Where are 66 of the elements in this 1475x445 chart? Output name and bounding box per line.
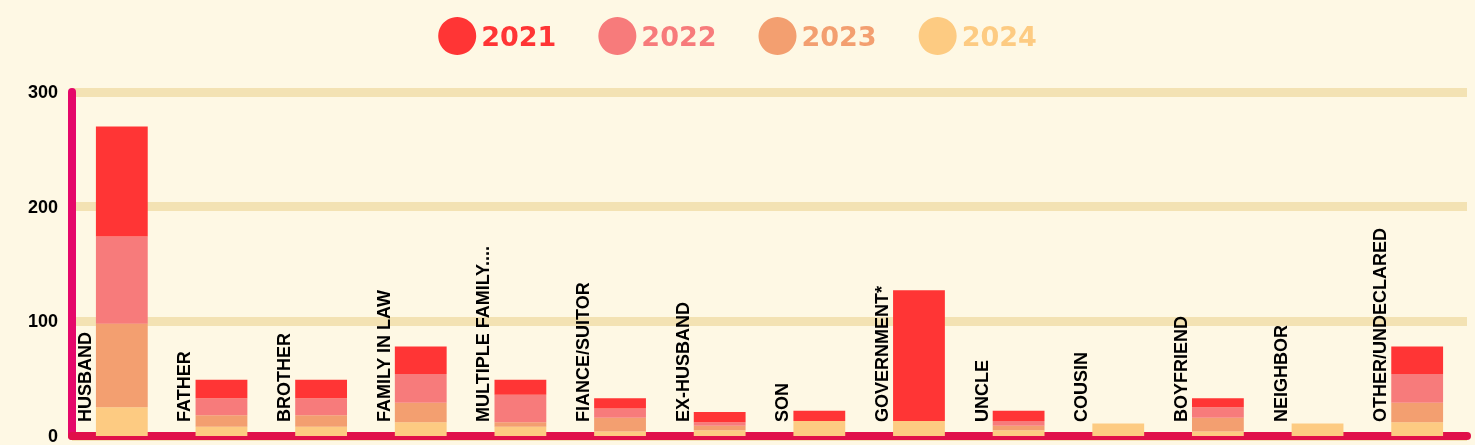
x-tick-label: EX-HUSBAND	[672, 301, 693, 422]
bar	[494, 426, 547, 436]
bar	[1191, 398, 1244, 408]
x-tick-label: COUSIN	[1071, 351, 1092, 422]
bar	[1191, 407, 1244, 418]
bar	[195, 415, 248, 427]
bar	[693, 430, 746, 436]
bar	[295, 398, 348, 416]
bar	[295, 415, 348, 427]
x-tick-label: MULTIPLE FAMILY....	[473, 245, 494, 422]
bar	[594, 408, 646, 418]
bar	[893, 290, 945, 422]
y-tick-label: 100	[27, 311, 58, 332]
y-tick-label: 200	[27, 196, 58, 217]
bar	[394, 402, 447, 423]
bar	[1391, 374, 1444, 403]
legend-label: 2021	[481, 20, 557, 52]
bar	[95, 236, 148, 324]
y-tick-label: 300	[27, 82, 58, 102]
bar	[992, 421, 1045, 426]
x-tick-label: SON	[772, 382, 793, 422]
bar	[992, 430, 1045, 436]
bar	[295, 426, 348, 436]
legend-label: 2023	[801, 20, 877, 52]
x-tick-label: FAMILY IN LAW	[373, 289, 394, 422]
legend-label: 2022	[641, 20, 717, 52]
bar	[494, 422, 547, 427]
x-tick-label: FIANCE/SUITOR	[573, 282, 594, 422]
bar	[1291, 423, 1344, 436]
bar	[992, 410, 1045, 422]
bar	[594, 431, 646, 436]
y-tick-label: 0	[47, 426, 58, 445]
bar	[1191, 417, 1244, 432]
x-tick-label: GOVERNMENT*	[871, 285, 892, 422]
bar	[394, 374, 447, 403]
bar	[1391, 422, 1444, 436]
bar	[1391, 402, 1444, 423]
x-tick-label: BROTHER	[274, 333, 295, 422]
bar	[1391, 346, 1444, 375]
bar	[494, 379, 547, 395]
bar	[893, 421, 945, 436]
bar	[295, 379, 348, 399]
bar	[195, 398, 248, 416]
x-tick-label: FATHER	[174, 351, 195, 422]
x-tick-label: UNCLE	[971, 360, 992, 422]
bar	[95, 323, 148, 408]
bar	[394, 422, 447, 436]
x-tick-label: NEIGHBOR	[1270, 324, 1291, 422]
legend-label: 2024	[961, 20, 1037, 52]
x-tick-label: BOYFRIEND	[1170, 315, 1191, 422]
bar	[1191, 431, 1244, 436]
bar	[195, 426, 248, 436]
bar	[95, 126, 148, 237]
x-tick-label: HUSBAND	[74, 332, 95, 422]
bar	[594, 398, 646, 409]
bar	[195, 379, 248, 399]
bar	[693, 422, 746, 426]
bar	[793, 410, 846, 422]
bar	[594, 417, 646, 432]
bar	[394, 346, 447, 375]
bar	[95, 407, 148, 436]
bar	[1092, 423, 1145, 436]
bar	[693, 411, 746, 423]
bar	[494, 394, 547, 423]
bar	[793, 421, 846, 436]
x-tick-label: OTHER/UNDECLARED	[1370, 227, 1391, 422]
